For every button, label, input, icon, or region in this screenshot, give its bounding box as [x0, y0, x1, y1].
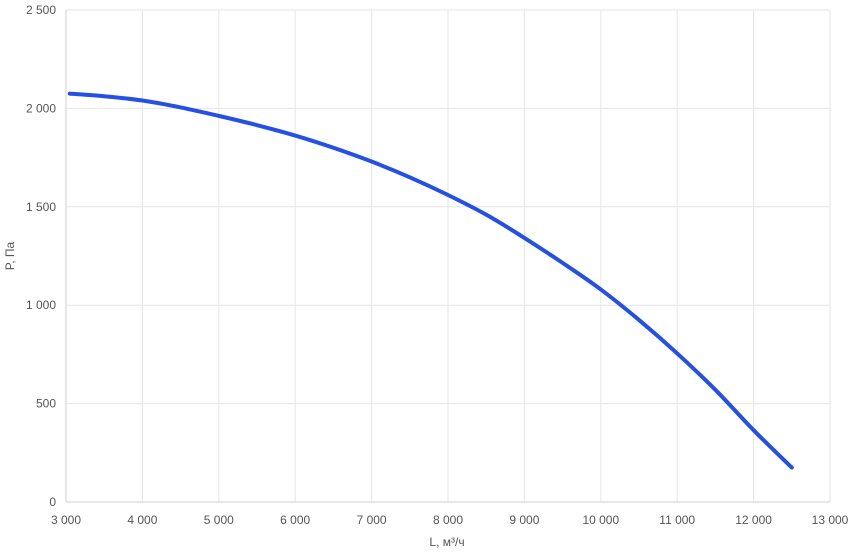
x-tick-label: 7 000 [357, 513, 387, 527]
y-tick-label: 0 [49, 495, 56, 509]
axes [65, 10, 830, 503]
y-tick-labels: 0 500 1 000 1 500 2 000 2 500 [26, 3, 56, 509]
x-tick-label: 5 000 [204, 513, 234, 527]
x-tick-label: 13 000 [812, 513, 849, 527]
x-axis-label: L, м³/ч [429, 535, 464, 549]
x-tick-labels: 3 000 4 000 5 000 6 000 7 000 8 000 9 000 10 00… [51, 513, 849, 527]
x-tick-label: 4 000 [127, 513, 157, 527]
series-layer [67, 91, 794, 470]
y-axis-label: P, Па [3, 241, 17, 270]
y-tick-label: 2 000 [26, 101, 56, 115]
y-tick-label: 1 000 [26, 298, 56, 312]
x-tick-label: 10 000 [582, 513, 619, 527]
y-tick-label: 2 500 [26, 3, 56, 17]
y-tick-label: 1 500 [26, 200, 56, 214]
series-line [67, 91, 794, 470]
x-tick-label: 11 000 [659, 513, 695, 527]
x-tick-label: 6 000 [280, 513, 310, 527]
y-tick-label: 500 [36, 397, 56, 411]
x-tick-label: 9 000 [509, 513, 539, 527]
x-tick-label: 3 000 [51, 513, 81, 527]
x-tick-label: 8 000 [433, 513, 463, 527]
grid-lines [65, 9, 831, 503]
x-tick-label: 12 000 [735, 513, 772, 527]
